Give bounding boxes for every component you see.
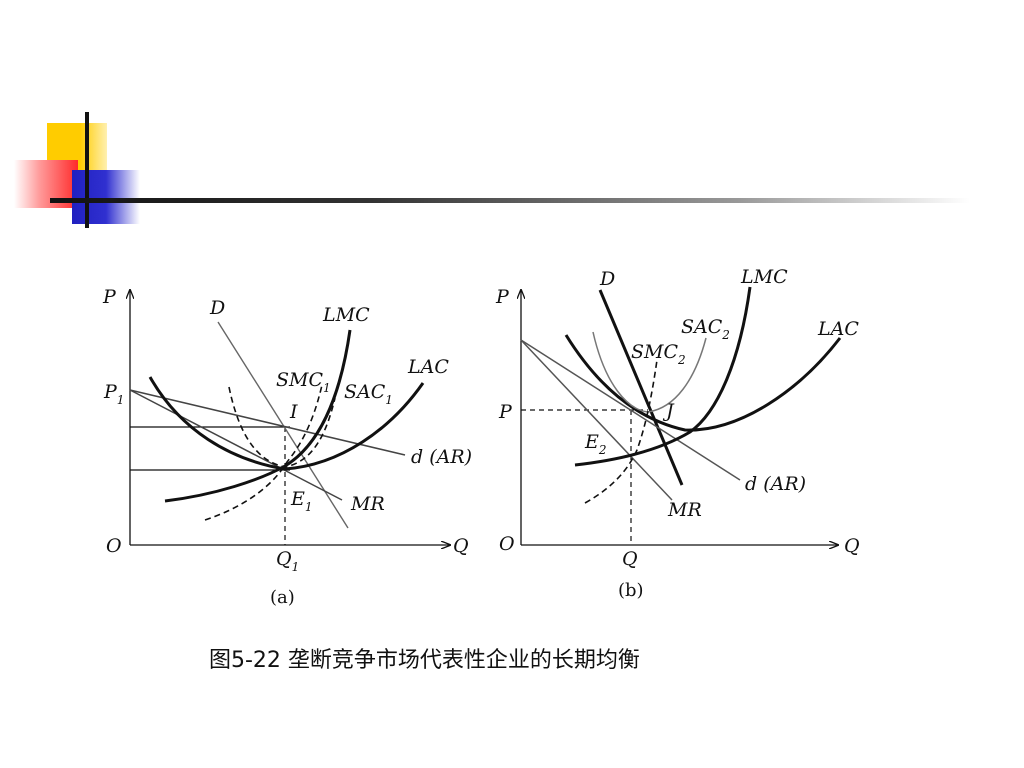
panel-a-demand-label: D — [209, 297, 225, 319]
panel-a-smc-label: SMC1 — [276, 369, 331, 395]
panel-b-dar-line — [520, 339, 741, 481]
panel-a-equilibrium-label: E1 — [290, 488, 313, 514]
panel-b-origin-label: O — [499, 533, 515, 555]
panel-b-dar-label: d (AR) — [745, 473, 806, 495]
panel-b-caption: (b) — [618, 580, 644, 601]
panel-b-equilibrium-label: E2 — [584, 431, 607, 457]
panel-b-smc-curve — [584, 359, 658, 504]
panel-b-smc-label: SMC2 — [631, 341, 686, 367]
panel-b-lac-label: LAC — [817, 318, 859, 340]
panel-a-qty-label: Q1 — [276, 548, 299, 574]
panel-b-qty-label: Q — [622, 548, 638, 570]
panel-b-demand-line — [598, 289, 684, 486]
panel-b-axis-y-label: P — [495, 286, 510, 308]
panel-b-point-j-label: J — [662, 400, 675, 422]
panel-a-mr-label: MR — [350, 493, 385, 515]
deco-vertical-bar — [85, 112, 89, 228]
panel-a-sac-label: SAC1 — [344, 381, 393, 407]
panel-b-sac-label: SAC2 — [681, 316, 730, 342]
panel-a-axis-x-label: Q — [453, 535, 469, 557]
deco-horizontal-rule — [50, 198, 970, 203]
panel-a-lmc-label: LMC — [322, 304, 370, 326]
panel-a-caption: (a) — [270, 587, 295, 608]
panel-a-origin-label: O — [106, 535, 122, 557]
panel-a-sac-curve — [228, 386, 336, 468]
panel-a-lmc-curve — [164, 329, 352, 503]
panel-a-lac-label: LAC — [407, 356, 449, 378]
panel-b-lmc-curve — [574, 286, 752, 467]
panel-b-price-label: P — [498, 401, 513, 423]
panel-a-dar-label: d (AR) — [411, 446, 472, 468]
panel-b-mr-line — [520, 339, 673, 501]
panel-a-lac-curve — [148, 376, 425, 471]
panel-b-lmc-label: LMC — [740, 266, 788, 288]
panel-b-lac-curve — [564, 334, 842, 432]
panel-a-price-label: P1 — [103, 381, 124, 407]
panel-b-mr-label: MR — [667, 499, 702, 521]
panel-a-demand-line — [217, 321, 349, 529]
deco-blue-square — [72, 170, 140, 224]
panel-a-mr-line — [129, 389, 343, 501]
panel-a-axis-y-label: P — [102, 286, 117, 308]
panel-a-smc-curve — [204, 384, 323, 521]
figure-caption: 图5-22 垄断竞争市场代表性企业的长期均衡 — [209, 648, 640, 673]
panel-b-axis-x-label: Q — [844, 535, 860, 557]
panel-b-demand-label: D — [599, 268, 615, 290]
panel-a-point-i-label: I — [289, 401, 298, 423]
panel-a: P Q O P1 Q1 D LMC LAC SMC1 SAC1 I E1 d (… — [102, 286, 472, 608]
panel-b: P Q O P Q D LMC LAC SAC2 SMC2 J E2 d (AR… — [495, 266, 860, 601]
